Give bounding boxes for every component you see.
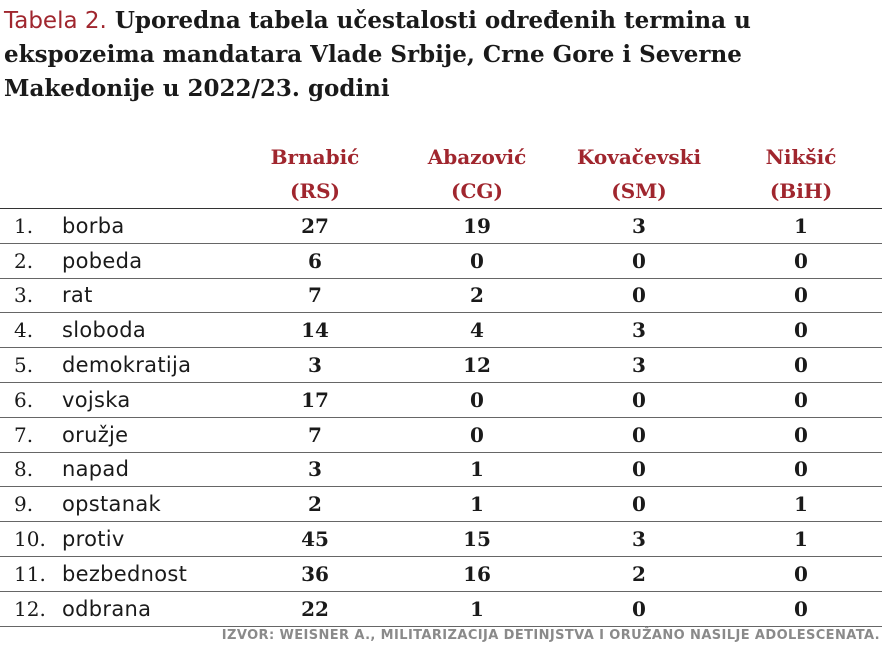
row-term: napad	[62, 457, 130, 482]
row-value: 2	[632, 561, 646, 586]
row-value: 0	[470, 248, 484, 273]
row-term: protiv	[62, 527, 125, 552]
row-term: demokratija	[62, 353, 192, 378]
table-row: 6. vojska 17 0 0 0	[0, 382, 882, 418]
row-value: 7	[308, 422, 322, 447]
row-value: 2	[308, 492, 322, 517]
row-value: 19	[463, 213, 491, 238]
table-row: 10. protiv 45 15 3 1	[0, 522, 882, 557]
row-value: 0	[632, 492, 646, 517]
row-value: 0	[794, 561, 808, 586]
row-term: rat	[62, 283, 93, 308]
row-value: 0	[632, 457, 646, 482]
row-value: 2	[470, 283, 484, 308]
row-value: 0	[794, 596, 808, 621]
row-value: 45	[301, 527, 329, 552]
table-row: 12. odbrana 22 1 0 0	[0, 591, 882, 627]
header-col-1: Brnabić (RS)	[270, 145, 360, 203]
row-number: 4.	[14, 318, 34, 343]
row-value: 0	[794, 457, 808, 482]
row-number: 9.	[14, 492, 34, 517]
row-value: 0	[470, 422, 484, 447]
row-number: 12.	[14, 596, 46, 621]
row-value: 16	[463, 561, 491, 586]
row-value: 1	[470, 492, 484, 517]
row-value: 0	[632, 283, 646, 308]
row-value: 0	[794, 422, 808, 447]
row-number: 1.	[14, 213, 34, 238]
row-number: 10.	[14, 527, 46, 552]
row-value: 1	[794, 527, 808, 552]
row-value: 15	[463, 527, 491, 552]
row-term: oružje	[62, 422, 129, 447]
row-value: 27	[301, 213, 329, 238]
table-row: 1. borba 27 19 3 1	[0, 209, 882, 244]
row-number: 5.	[14, 353, 34, 378]
row-value: 0	[794, 318, 808, 343]
row-term: vojska	[62, 387, 131, 412]
row-value: 7	[308, 283, 322, 308]
row-term: odbrana	[62, 596, 152, 621]
row-value: 12	[463, 353, 491, 378]
row-value: 3	[632, 213, 646, 238]
row-value: 3	[632, 353, 646, 378]
row-value: 1	[794, 492, 808, 517]
row-number: 3.	[14, 283, 34, 308]
table-title-text: Uporedna tabela učestalosti određenih te…	[4, 7, 751, 102]
header-col-3: Kovačevski (SM)	[576, 145, 702, 203]
row-value: 3	[632, 527, 646, 552]
row-value: 14	[301, 318, 329, 343]
row-term: bezbednost	[62, 561, 188, 586]
row-number: 11.	[14, 561, 46, 586]
row-value: 0	[632, 387, 646, 412]
table-row: 8. napad 3 1 0 0	[0, 452, 882, 487]
header-row: Brnabić (RS) Abazović (CG) Kovačevski (SM) …	[0, 140, 882, 209]
header-col-2: Abazović (CG)	[427, 145, 527, 203]
table-label: Tabela 2.	[4, 8, 107, 34]
table-row: 4. sloboda 14 4 3 0	[0, 313, 882, 348]
row-value: 0	[794, 353, 808, 378]
row-term: borba	[62, 213, 125, 238]
row-value: 3	[308, 457, 322, 482]
table-row: 3. rat 7 2 0 0	[0, 278, 882, 313]
row-number: 7.	[14, 422, 34, 447]
row-value: 4	[470, 318, 484, 343]
row-value: 36	[301, 561, 329, 586]
row-value: 17	[301, 387, 329, 412]
row-value: 3	[632, 318, 646, 343]
row-number: 2.	[14, 248, 34, 273]
table-row: 5. demokratija 3 12 3 0	[0, 348, 882, 383]
row-value: 0	[632, 596, 646, 621]
row-value: 0	[632, 422, 646, 447]
table-row: 11. bezbednost 36 16 2 0	[0, 556, 882, 592]
row-term: opstanak	[62, 492, 161, 517]
row-value: 0	[632, 248, 646, 273]
row-value: 1	[470, 596, 484, 621]
row-value: 0	[794, 387, 808, 412]
header-num	[0, 140, 62, 209]
row-value: 1	[794, 213, 808, 238]
row-value: 0	[794, 283, 808, 308]
row-value: 22	[301, 596, 329, 621]
row-number: 6.	[14, 387, 34, 412]
row-value: 1	[470, 457, 484, 482]
row-term: sloboda	[62, 318, 147, 343]
header-col-4: Nikšić (BiH)	[765, 145, 837, 203]
table-row: 7. oružje 7 0 0 0	[0, 417, 882, 453]
frequency-table: Brnabić (RS) Abazović (CG) Kovačevski (SM) …	[0, 140, 882, 627]
row-value: 0	[794, 248, 808, 273]
row-value: 3	[308, 353, 322, 378]
row-value: 6	[308, 248, 322, 273]
table-row: 9. opstanak 2 1 0 1	[0, 487, 882, 522]
row-number: 8.	[14, 457, 34, 482]
row-term: pobeda	[62, 248, 143, 273]
row-value: 0	[470, 387, 484, 412]
table-title: Tabela 2. Uporedna tabela učestalosti od…	[4, 4, 864, 106]
table-row: 2. pobeda 6 0 0 0	[0, 243, 882, 279]
header-term	[62, 140, 234, 209]
source-note: IZVOR: WEISNER A., MILITARIZACIJA DETINJ…	[221, 628, 880, 643]
